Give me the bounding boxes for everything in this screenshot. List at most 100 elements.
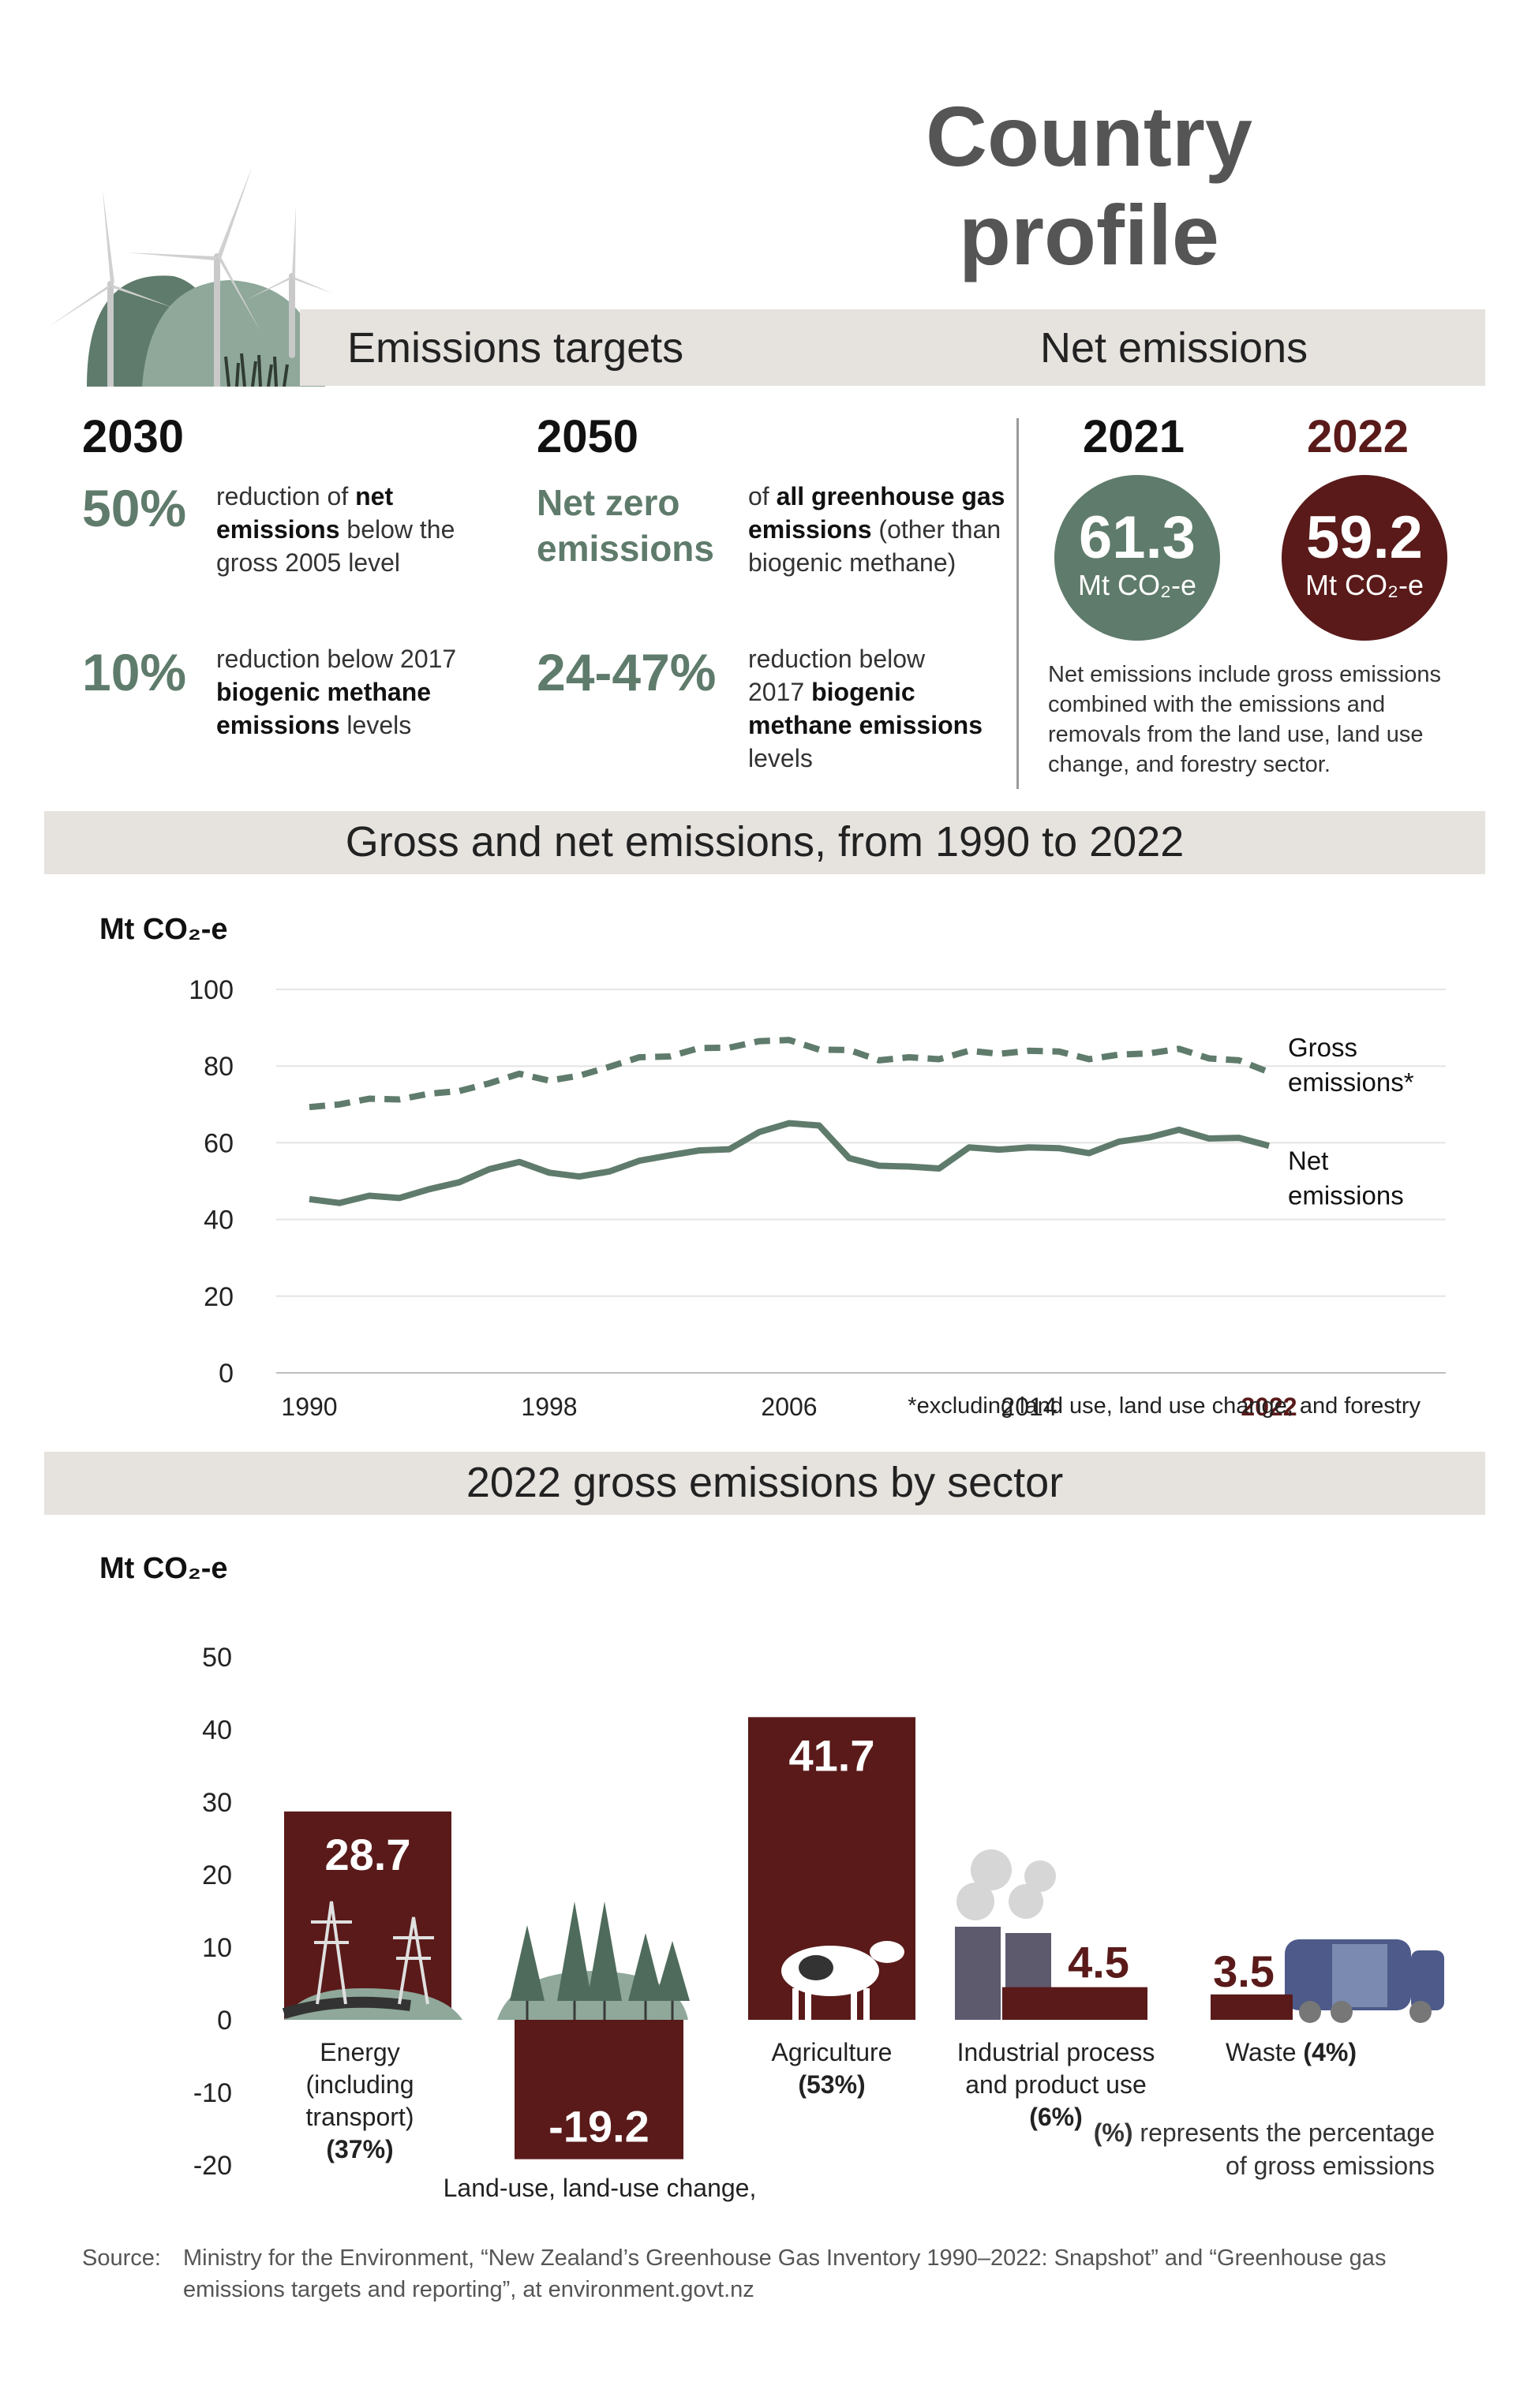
net-2021-circle: 61.3 Mt CO₂-e xyxy=(1054,475,1220,641)
truck-wheel xyxy=(1299,2001,1321,2023)
desc-part: levels xyxy=(339,711,412,739)
bar-chart-ylabel: Mt CO₂-e xyxy=(99,1552,228,1585)
net-2022-circle: 59.2 Mt CO₂-e xyxy=(1282,475,1447,641)
bar-category-label: and forestry (-25%) xyxy=(492,2206,708,2209)
line-chart-ytick: 100 xyxy=(189,975,234,1005)
source-label: Source: xyxy=(82,2245,161,2271)
section-band-line-chart xyxy=(44,811,1485,874)
bar-chart-ytick: 50 xyxy=(202,1643,232,1673)
bar-chart-ytick: 40 xyxy=(202,1715,232,1745)
category-pct: (4%) xyxy=(1297,2038,1357,2066)
road xyxy=(282,1996,411,2019)
cow-leg xyxy=(805,1988,811,2020)
desc-part: reduction of xyxy=(216,482,356,510)
note-text: represents the percentage xyxy=(1133,2118,1435,2147)
smoke-puff xyxy=(956,1883,994,1920)
section-title-net: Net emissions xyxy=(1040,324,1308,372)
line-chart-xtick: 2022 xyxy=(1241,1393,1297,1421)
line-chart-footnote: *excluding land use, land use change, an… xyxy=(908,1393,1421,1419)
line-chart-legend-label: Gross xyxy=(1288,1033,1357,1062)
bar-chart-ytick: -20 xyxy=(193,2151,232,2181)
cow-spot xyxy=(799,1955,833,1980)
category-text: and forestry xyxy=(492,2206,625,2209)
desc-part: all greenhouse gas emissions xyxy=(748,482,1005,544)
net-emissions-line xyxy=(309,1120,1271,1206)
line-chart-ylabel: Mt CO₂-e xyxy=(99,913,228,946)
bar-value-label: 28.7 xyxy=(325,1830,411,1879)
target-2050-desc-2: reduction below 2017 biogenic methane em… xyxy=(748,642,985,775)
cow-head xyxy=(870,1941,904,1963)
bar-chart-ytick: 30 xyxy=(202,1788,232,1818)
net-2021-value: 61.3 xyxy=(1079,504,1196,571)
truck-panel xyxy=(1332,1944,1387,2007)
note-bold: (%) xyxy=(1094,2118,1133,2147)
desc-part: levels xyxy=(748,744,813,772)
target-year-2030: 2030 xyxy=(82,411,185,462)
tree-icon xyxy=(510,1925,545,2001)
line-chart-legend-label: Net xyxy=(1288,1146,1328,1175)
pylon-icon xyxy=(311,1901,352,2005)
desc-part: (other than biogenic methane) xyxy=(748,515,1001,577)
target-2030-desc-1: reduction of net emissions below the gro… xyxy=(216,480,485,579)
bar-2 xyxy=(515,2020,683,2159)
bar-category-label: (including xyxy=(306,2070,414,2099)
bar-4 xyxy=(1002,1987,1147,2020)
percentage-note-line2: of gross emissions xyxy=(1226,2152,1435,2180)
net-year-2022: 2022 xyxy=(1307,411,1409,462)
section-band-bar-chart xyxy=(44,1452,1485,1515)
category-text: Industrial process xyxy=(957,2038,1155,2066)
bar-chart-ytick: 10 xyxy=(202,1933,232,1963)
target-2050-desc-1: of all greenhouse gas emissions (other t… xyxy=(748,480,1009,579)
section-title-targets: Emissions targets xyxy=(347,324,684,372)
net-2021-unit: Mt CO₂-e xyxy=(1078,569,1196,601)
category-text: Energy xyxy=(320,2038,399,2066)
page-title: Country profile xyxy=(926,88,1252,282)
bar-category-label: Waste (4%) xyxy=(1226,2038,1357,2066)
bar-5 xyxy=(1211,1994,1293,2020)
bar-overlays xyxy=(282,1901,904,2020)
net-2022-value: 59.2 xyxy=(1306,504,1423,571)
pylon-icon xyxy=(393,1916,434,2005)
target-2050-big-2: 24-47% xyxy=(537,643,717,701)
desc-part: net emissions xyxy=(216,482,394,544)
gross-emissions-line xyxy=(309,1037,1271,1111)
target-2030-desc-2: reduction below 2017 biogenic methane em… xyxy=(216,642,492,742)
category-text: Agriculture xyxy=(772,2038,893,2066)
line-chart-xtick: 2014 xyxy=(1001,1393,1057,1421)
bar-category-label: Agriculture xyxy=(772,2038,893,2066)
cow-leg xyxy=(851,1988,857,2020)
desc-part: biogenic methane emissions xyxy=(216,678,432,739)
category-text: Land-use, land-use change, xyxy=(444,2174,757,2202)
bar-value-label: 3.5 xyxy=(1213,1946,1275,1996)
percentage-note: (%) represents the percentage xyxy=(1094,2118,1435,2147)
tree-icon xyxy=(628,1933,663,2001)
target-2050-big-1: Net zero emissions xyxy=(537,482,714,569)
bar-category-label: Energy xyxy=(320,2038,399,2066)
target-2030-big-2: 10% xyxy=(82,643,187,701)
line-chart-legend-label: emissions* xyxy=(1288,1068,1414,1097)
line-chart-ytick: 40 xyxy=(204,1206,234,1236)
desc-part: biogenic methane emissions xyxy=(748,678,983,739)
smoke-puff xyxy=(1009,1884,1043,1919)
category-text: Waste xyxy=(1226,2038,1297,2066)
tree-icon xyxy=(557,1901,592,2001)
line-chart-ytick: 20 xyxy=(204,1282,234,1312)
line-chart-legend-label: emissions xyxy=(1288,1180,1404,1210)
tree-icon xyxy=(587,1901,622,2001)
section-band-targets xyxy=(300,309,1485,386)
line-chart-xtick: 1998 xyxy=(521,1393,577,1421)
category-text: transport) xyxy=(306,2103,414,2131)
truck-wheel xyxy=(1331,2001,1353,2023)
bar-category-label: and product use xyxy=(965,2070,1147,2099)
vertical-divider xyxy=(1016,418,1019,789)
target-2030-big-1: 50% xyxy=(82,479,187,537)
factory-chimneys-icon xyxy=(955,1927,1001,2020)
cow-leg xyxy=(863,1988,870,2020)
desc-part: of xyxy=(748,482,777,510)
bar-chart-ytick: 0 xyxy=(217,2006,232,2036)
bar-chart-title: 2022 gross emissions by sector xyxy=(466,1459,1064,1506)
net-year-2021: 2021 xyxy=(1083,411,1185,462)
line-chart-ytick: 60 xyxy=(204,1128,234,1158)
bar-value-label: 4.5 xyxy=(1068,1938,1129,1987)
category-pct: (37%) xyxy=(326,2135,393,2163)
